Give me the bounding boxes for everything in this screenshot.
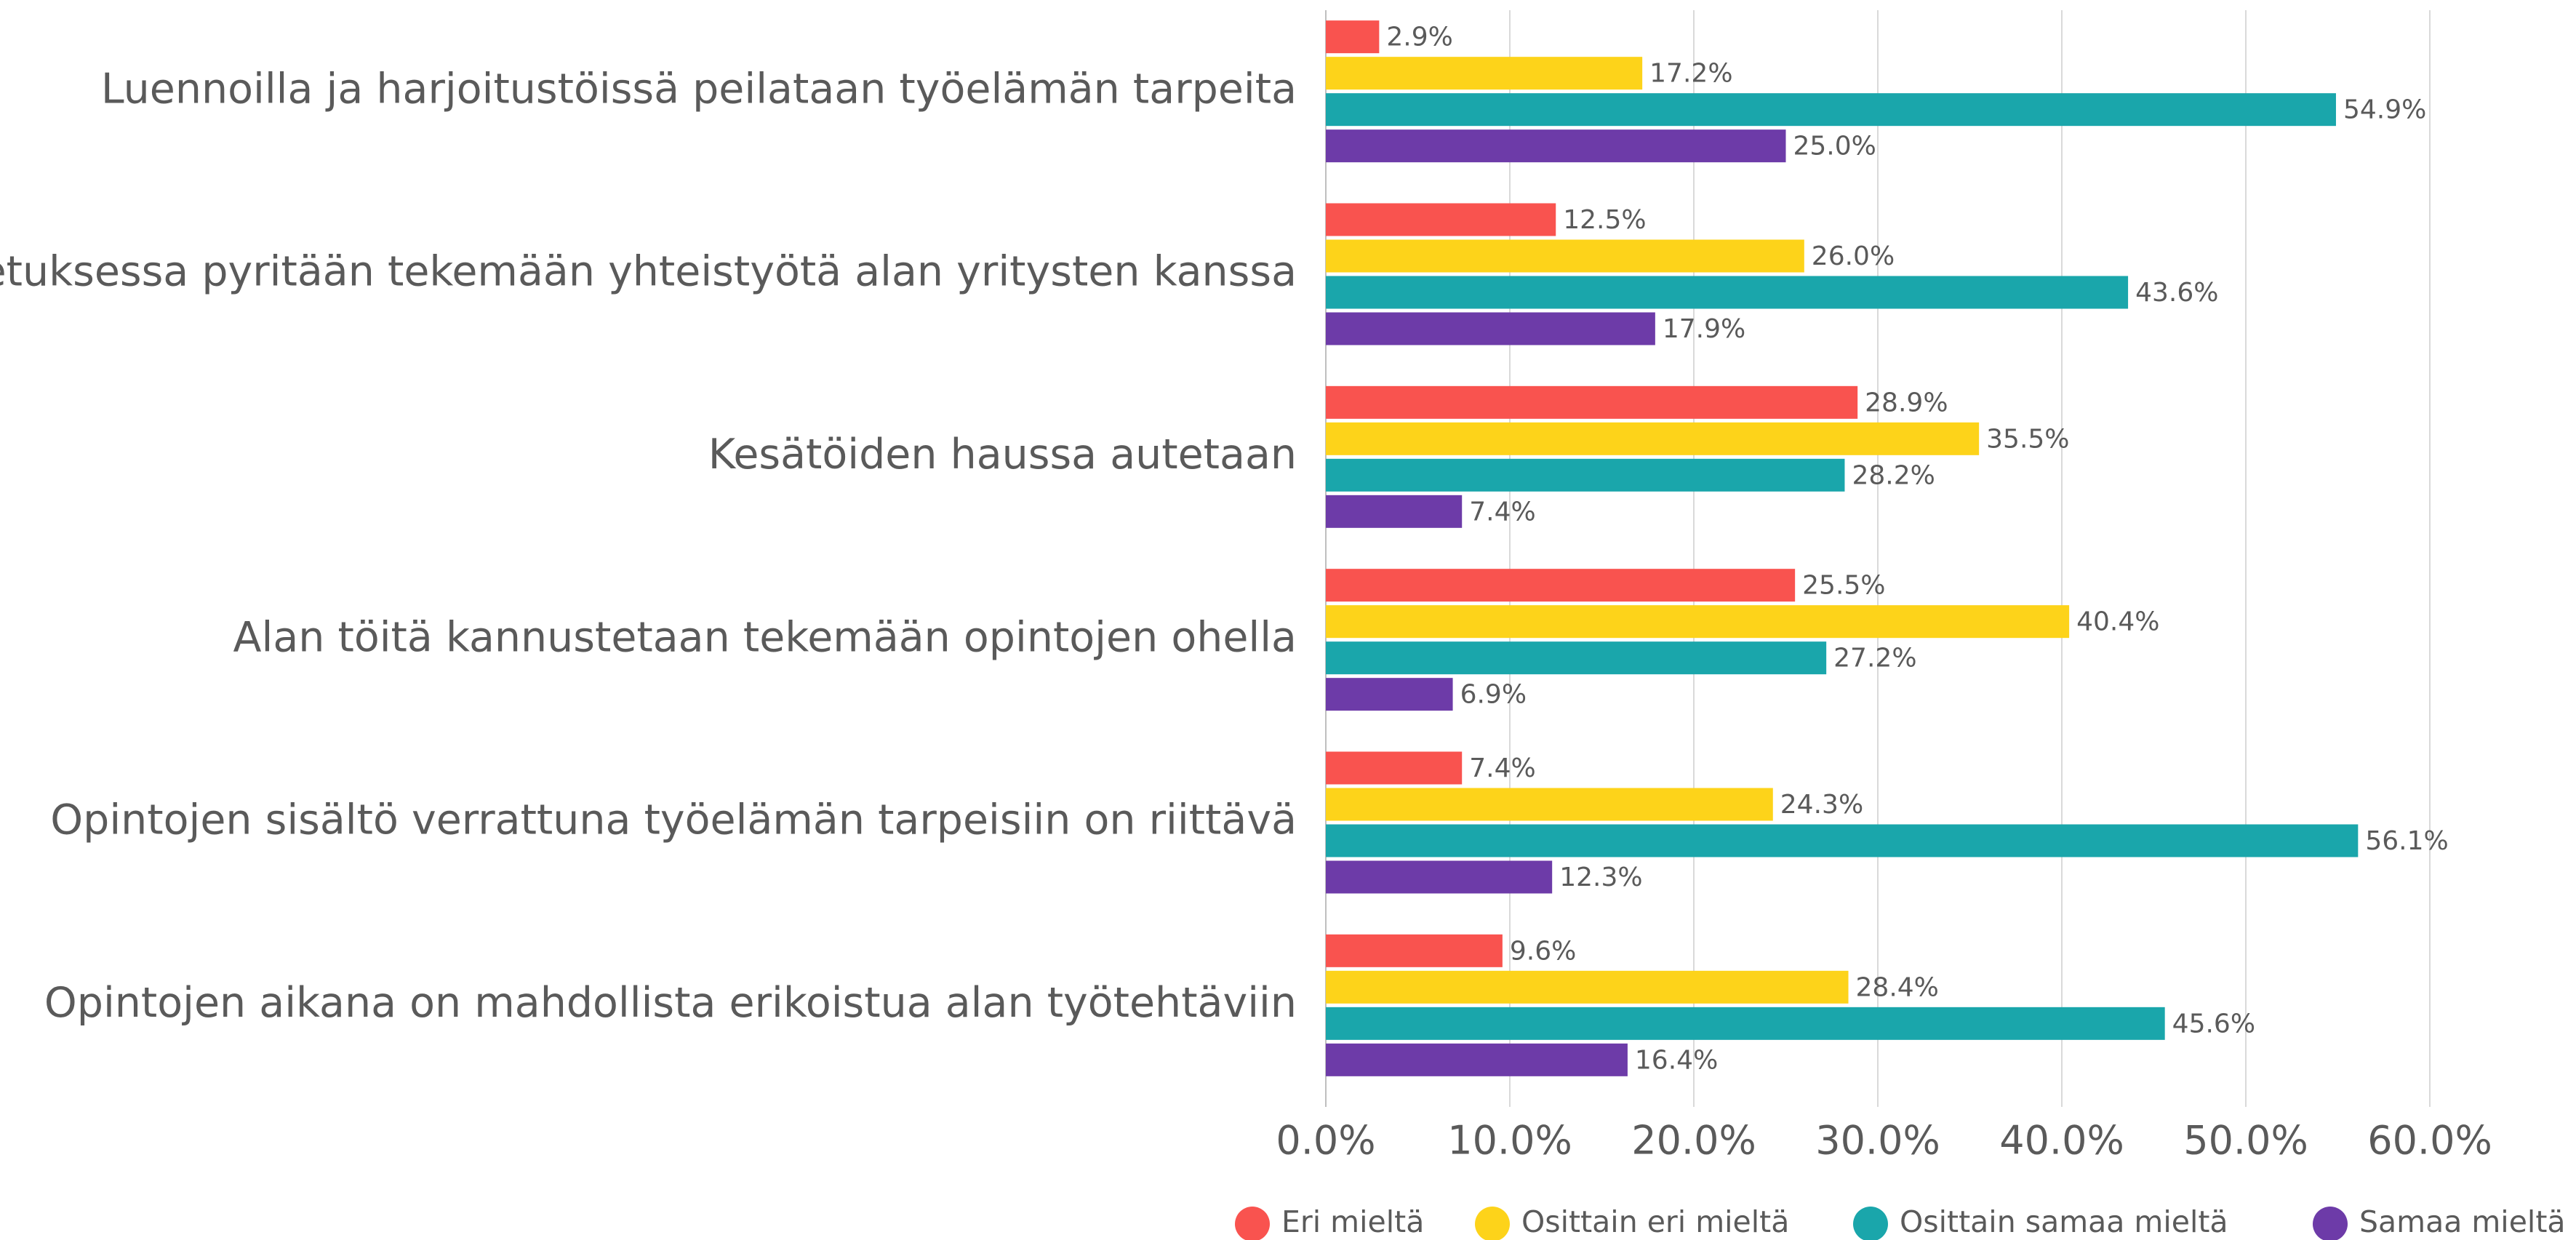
value-label: 28.2% — [1852, 460, 1935, 490]
x-tick-label: 30.0% — [1815, 1118, 1940, 1164]
value-label: 9.6% — [1510, 936, 1576, 966]
bar — [1326, 276, 2129, 309]
legend-label: Samaa mieltä — [2359, 1204, 2566, 1239]
bar — [1326, 788, 1773, 821]
value-label: 16.4% — [1635, 1045, 1718, 1075]
value-label: 28.4% — [1856, 972, 1939, 1002]
value-label: 17.2% — [1649, 59, 1732, 89]
legend-swatch — [1475, 1207, 1510, 1240]
category-label: Opetuksessa pyritään tekemään yhteistyöt… — [0, 248, 1297, 296]
x-tick-label: 50.0% — [2183, 1118, 2308, 1164]
bar — [1326, 751, 1463, 785]
legend-swatch — [1235, 1207, 1270, 1240]
value-label: 45.6% — [2172, 1009, 2255, 1039]
category-label: Opintojen aikana on mahdollista erikoist… — [44, 979, 1297, 1027]
bar — [1326, 1007, 2165, 1040]
category-label: Luennoilla ja harjoitustöissä peilataan … — [101, 65, 1297, 113]
category-label: Kesätöiden haussa autetaan — [708, 431, 1297, 479]
legend-swatch — [1853, 1207, 1888, 1240]
value-label: 24.3% — [1780, 790, 1863, 820]
bar — [1326, 422, 1980, 455]
bar — [1326, 20, 1380, 54]
value-label: 12.3% — [1559, 863, 1642, 892]
value-label: 12.5% — [1563, 205, 1646, 235]
value-label: 6.9% — [1460, 680, 1527, 710]
bar — [1326, 93, 2336, 127]
value-label: 27.2% — [1833, 644, 1916, 673]
value-label: 7.4% — [1469, 753, 1535, 783]
category-label: Opintojen sisältö verrattuna työelämän t… — [50, 796, 1297, 844]
value-label: 56.1% — [2365, 826, 2448, 856]
legend-label: Osittain eri mieltä — [1521, 1204, 1789, 1239]
bar — [1326, 312, 1655, 345]
bar — [1326, 385, 1858, 419]
value-label: 25.5% — [1802, 571, 1885, 601]
bar — [1326, 860, 1553, 894]
legend-label: Eri mieltä — [1281, 1204, 1424, 1239]
bar — [1326, 605, 2070, 639]
value-label: 17.9% — [1663, 314, 1745, 344]
value-label: 35.5% — [1986, 424, 2069, 454]
category-label: Alan töitä kannustetaan tekemään opintoj… — [233, 613, 1297, 661]
value-label: 7.4% — [1469, 497, 1535, 527]
x-tick-label: 20.0% — [1631, 1118, 1756, 1164]
bar — [1326, 495, 1463, 528]
bar — [1326, 203, 1556, 236]
value-label: 25.0% — [1793, 132, 1876, 161]
value-label: 2.9% — [1386, 23, 1452, 52]
value-label: 43.6% — [2135, 278, 2218, 308]
bar — [1326, 129, 1786, 163]
x-tick-label: 0.0% — [1276, 1118, 1375, 1164]
legend-swatch — [2313, 1207, 2348, 1240]
x-tick-label: 40.0% — [1999, 1118, 2124, 1164]
bar — [1326, 1043, 1628, 1076]
bar — [1326, 934, 1503, 967]
legend-label: Osittain samaa mieltä — [1900, 1204, 2228, 1239]
bar — [1326, 569, 1796, 602]
value-label: 40.4% — [2076, 607, 2159, 637]
value-label: 28.9% — [1865, 388, 1948, 417]
bar — [1326, 57, 1643, 90]
x-tick-label: 60.0% — [2367, 1118, 2492, 1164]
bar — [1326, 678, 1453, 711]
x-tick-label: 10.0% — [1447, 1118, 1572, 1164]
value-label: 26.0% — [1812, 241, 1895, 271]
value-label: 54.9% — [2343, 95, 2426, 125]
bar — [1326, 239, 1804, 273]
bar — [1326, 641, 1827, 675]
bar — [1326, 458, 1845, 492]
bar — [1326, 970, 1849, 1004]
bar — [1326, 824, 2359, 857]
